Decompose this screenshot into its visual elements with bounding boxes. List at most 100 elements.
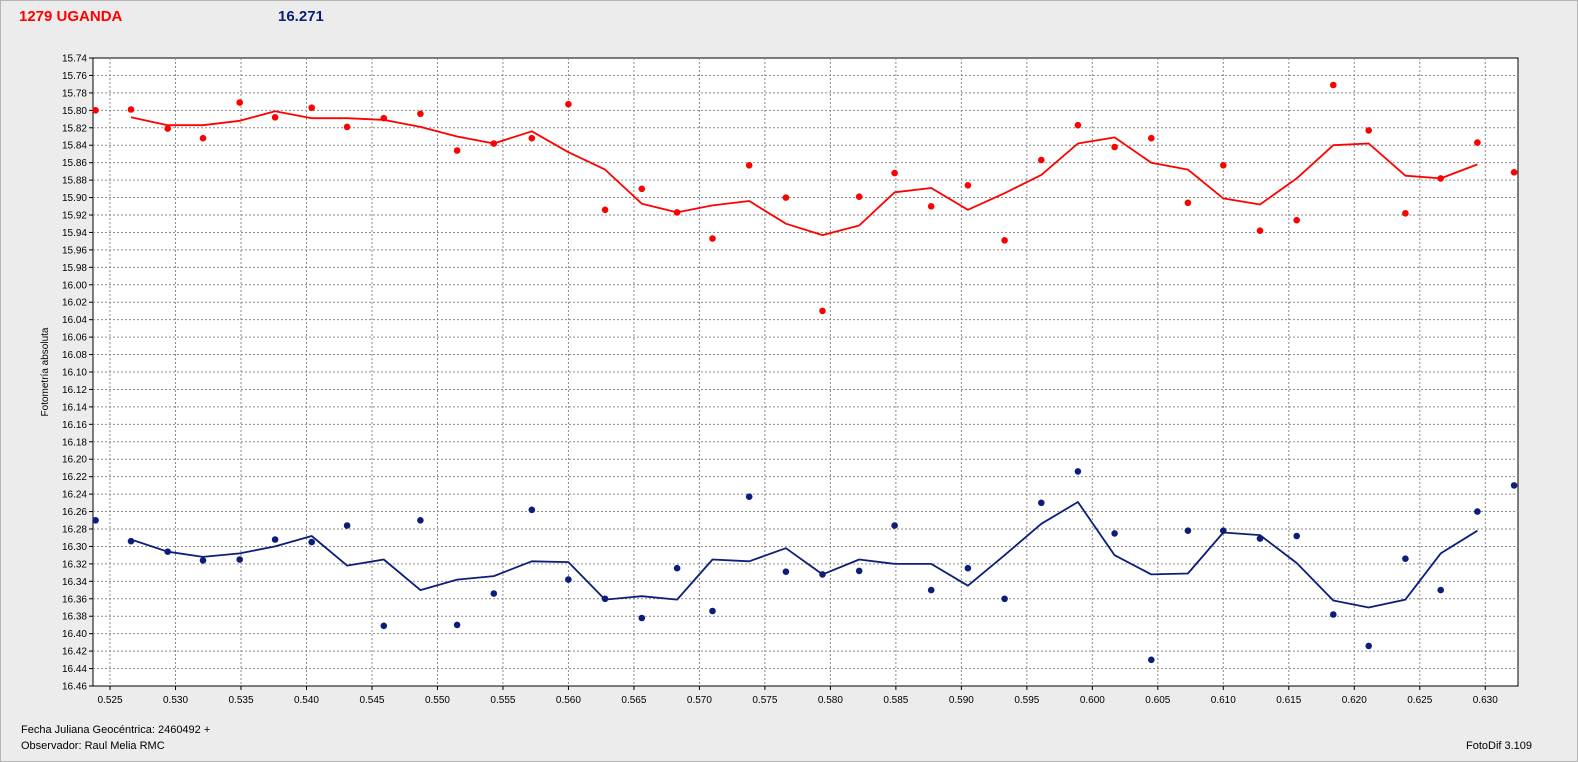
data-point-red bbox=[1330, 81, 1337, 89]
data-point-blue bbox=[964, 564, 972, 572]
data-point-blue bbox=[638, 614, 646, 622]
data-point-blue bbox=[1437, 586, 1444, 594]
data-point-red bbox=[380, 114, 388, 122]
y-tick-label: 15.76 bbox=[62, 71, 87, 82]
y-tick-label: 16.44 bbox=[62, 664, 87, 675]
y-tick-label: 15.90 bbox=[62, 193, 87, 204]
data-point-red bbox=[236, 99, 243, 106]
data-point-blue bbox=[164, 548, 171, 555]
y-tick-label: 16.22 bbox=[62, 472, 87, 483]
data-point-blue bbox=[199, 557, 207, 564]
y-tick-label: 16.00 bbox=[62, 280, 87, 291]
data-point-red bbox=[1148, 134, 1155, 142]
data-point-red bbox=[638, 185, 646, 193]
data-point-red bbox=[601, 206, 609, 214]
x-tick-label: 0.550 bbox=[425, 695, 450, 706]
x-tick-label: 0.605 bbox=[1145, 695, 1170, 706]
y-tick-label: 16.06 bbox=[62, 333, 87, 344]
x-tick-label: 0.540 bbox=[294, 695, 319, 706]
y-tick-label: 15.94 bbox=[62, 228, 87, 239]
y-tick-label: 16.02 bbox=[62, 298, 87, 309]
x-tick-label: 0.555 bbox=[490, 695, 515, 706]
grid-lines bbox=[93, 58, 1518, 686]
y-tick-label: 16.08 bbox=[62, 350, 87, 361]
data-point-blue bbox=[1365, 642, 1372, 650]
y-tick-label: 16.40 bbox=[62, 629, 87, 640]
data-point-blue bbox=[565, 576, 572, 583]
data-point-blue bbox=[1330, 611, 1337, 618]
data-point-red bbox=[964, 182, 972, 189]
y-tick-label: 16.42 bbox=[62, 647, 87, 658]
y-axis-ticks: 15.74 15.76 15.78 15.80 15.82 15.84 15.86 15.88… bbox=[62, 54, 93, 693]
y-tick-label: 16.10 bbox=[62, 368, 87, 379]
data-point-blue bbox=[745, 493, 753, 501]
data-point-red bbox=[1111, 143, 1118, 151]
data-point-red bbox=[1293, 216, 1300, 224]
data-point-red bbox=[528, 134, 536, 142]
x-tick-label: 0.620 bbox=[1342, 695, 1367, 706]
data-point-blue bbox=[1402, 555, 1409, 562]
y-tick-label: 16.28 bbox=[62, 525, 87, 536]
y-tick-label: 15.98 bbox=[62, 263, 87, 274]
y-tick-label: 16.32 bbox=[62, 559, 87, 570]
data-point-red bbox=[1402, 210, 1409, 217]
y-tick-label: 16.16 bbox=[62, 420, 87, 431]
data-point-red bbox=[891, 169, 898, 177]
data-point-red bbox=[1474, 139, 1481, 146]
x-axis-ticks: 0.525 0.530 0.535 0.540 0.545 0.550 0.555 0.560… bbox=[98, 686, 1498, 706]
data-point-red bbox=[855, 193, 863, 200]
data-point-blue bbox=[528, 506, 536, 514]
data-point-blue bbox=[673, 564, 681, 572]
data-point-blue bbox=[1256, 535, 1264, 542]
data-point-red bbox=[164, 125, 171, 132]
x-tick-label: 0.615 bbox=[1276, 695, 1301, 706]
x-tick-label: 0.565 bbox=[621, 695, 646, 706]
data-point-red bbox=[417, 110, 424, 118]
data-point-blue bbox=[709, 607, 716, 615]
y-tick-label: 16.34 bbox=[62, 577, 87, 588]
data-point-blue bbox=[819, 571, 826, 578]
data-point-blue bbox=[782, 568, 790, 575]
data-point-blue bbox=[308, 538, 316, 546]
y-tick-label: 15.82 bbox=[62, 123, 87, 134]
data-point-blue bbox=[417, 517, 424, 524]
data-point-red bbox=[1510, 169, 1518, 176]
data-point-red bbox=[709, 235, 716, 242]
data-point-blue bbox=[1293, 532, 1300, 540]
x-tick-label: 0.600 bbox=[1080, 695, 1105, 706]
data-point-blue bbox=[891, 522, 898, 529]
data-point-red bbox=[490, 140, 498, 147]
data-point-red bbox=[127, 106, 135, 113]
y-tick-label: 16.26 bbox=[62, 507, 87, 518]
y-tick-label: 15.80 bbox=[62, 106, 87, 117]
x-tick-label: 0.525 bbox=[98, 695, 123, 706]
data-point-red bbox=[673, 209, 681, 216]
data-point-red bbox=[453, 147, 461, 154]
data-point-blue bbox=[1038, 499, 1045, 507]
y-tick-label: 16.04 bbox=[62, 315, 87, 326]
data-point-red bbox=[565, 100, 572, 108]
y-tick-label: 16.20 bbox=[62, 455, 87, 466]
data-point-blue bbox=[92, 517, 99, 524]
x-tick-label: 0.530 bbox=[163, 695, 188, 706]
mean-magnitude-value: 16.271 bbox=[278, 8, 324, 25]
x-tick-label: 0.595 bbox=[1014, 695, 1039, 706]
x-tick-label: 0.560 bbox=[556, 695, 581, 706]
y-tick-label: 15.84 bbox=[62, 141, 87, 152]
data-point-blue bbox=[453, 621, 461, 629]
y-tick-label: 15.86 bbox=[62, 158, 87, 169]
data-point-blue bbox=[1474, 508, 1481, 515]
y-tick-label: 15.88 bbox=[62, 176, 87, 187]
data-point-red bbox=[1256, 227, 1264, 234]
y-tick-label: 16.24 bbox=[62, 490, 87, 501]
julian-date-label: Fecha Juliana Geocéntrica: 2460492 + bbox=[21, 724, 211, 736]
object-title: 1279 UGANDA bbox=[19, 8, 123, 25]
y-tick-label: 16.18 bbox=[62, 437, 87, 448]
software-label: FotoDif 3.109 bbox=[1466, 740, 1533, 752]
data-point-blue bbox=[236, 556, 243, 563]
x-tick-label: 0.585 bbox=[883, 695, 908, 706]
data-point-blue bbox=[1510, 482, 1518, 489]
data-point-blue bbox=[1074, 468, 1082, 475]
series-layer bbox=[92, 81, 1518, 664]
